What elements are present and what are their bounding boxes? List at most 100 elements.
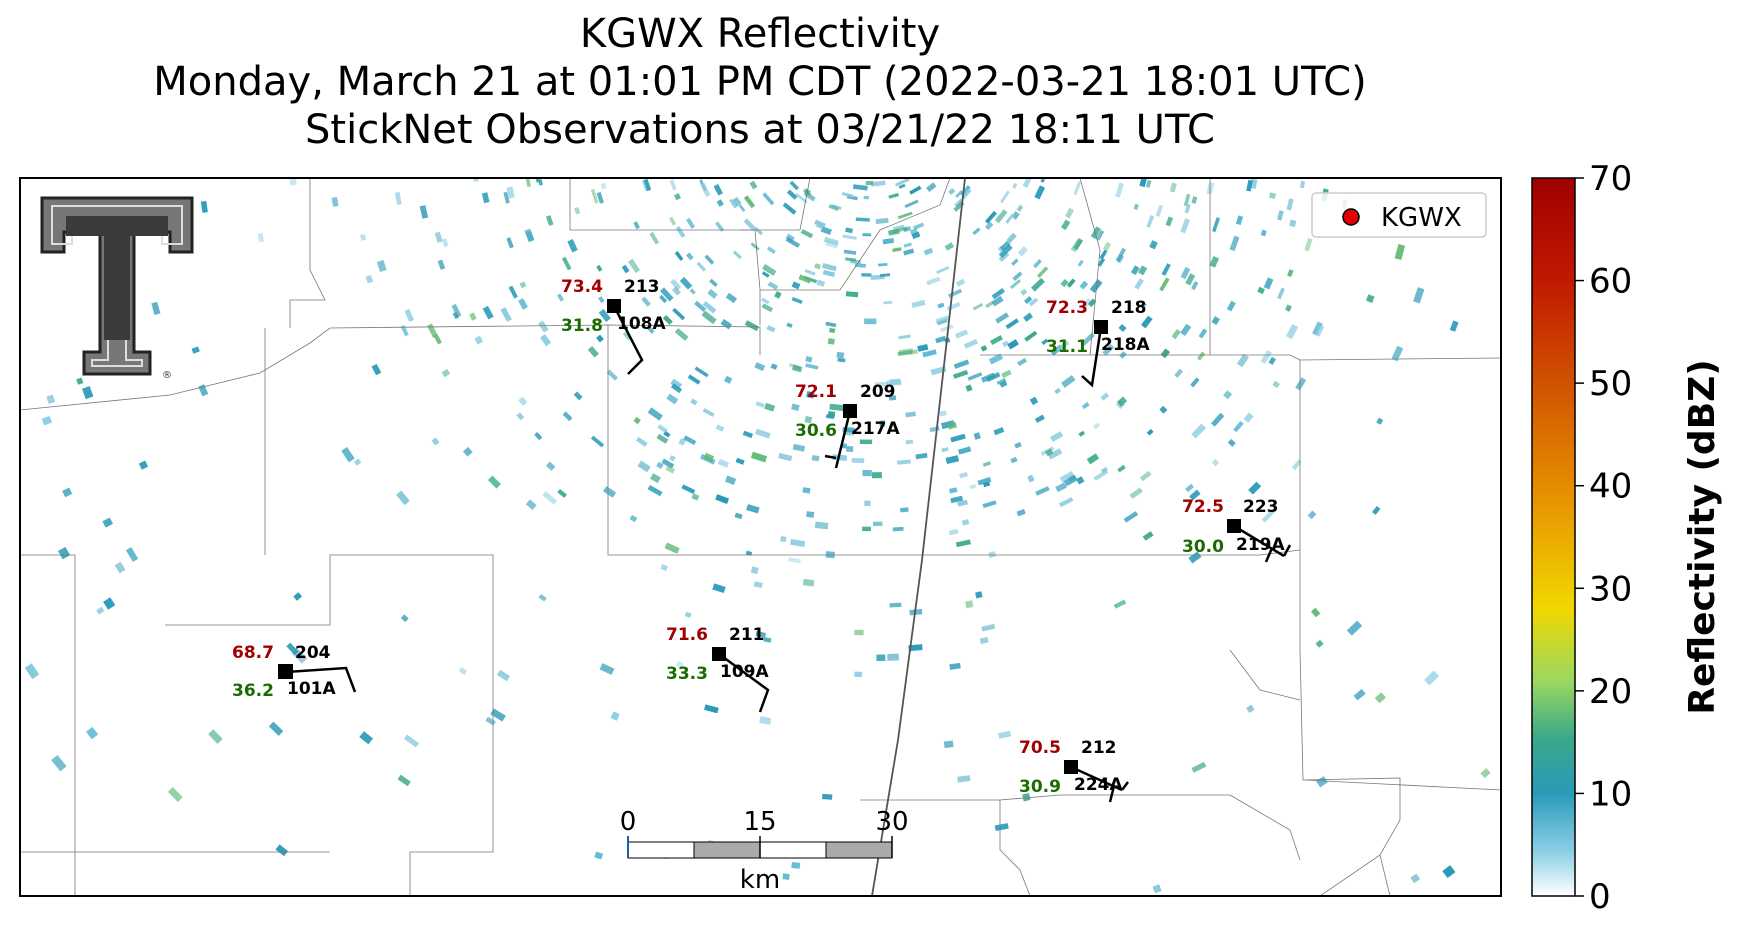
echo-gate	[701, 310, 717, 325]
echo-gate	[666, 393, 679, 405]
texas-tech-logo: ®	[40, 196, 194, 381]
echo-gate	[1041, 338, 1049, 346]
echo-gate	[376, 259, 387, 272]
echo-gate	[1272, 380, 1280, 389]
echo-gate	[1036, 266, 1049, 278]
echo-gate	[396, 490, 410, 506]
echo-gate	[1014, 442, 1022, 449]
echo-gate	[1353, 689, 1366, 701]
echo-gate	[646, 325, 655, 334]
echo-gate	[862, 469, 872, 477]
station-id: 213	[624, 277, 660, 297]
echo-gate	[937, 302, 945, 309]
station-211: 71.6 211 33.3 109A	[666, 625, 770, 713]
echo-gate	[1183, 193, 1191, 207]
echo-gate	[981, 623, 996, 632]
echo-gate	[965, 600, 974, 609]
echo-gate	[1246, 704, 1255, 714]
echo-gate	[1034, 185, 1046, 200]
echo-gate	[599, 663, 615, 675]
echo-gate	[766, 325, 776, 333]
echo-gate	[715, 221, 725, 232]
echo-gate	[1210, 412, 1225, 427]
echo-gate	[715, 494, 729, 504]
echo-gate	[926, 182, 937, 193]
echo-gate	[905, 411, 916, 418]
echo-gate	[1145, 179, 1152, 188]
echo-gate	[1024, 330, 1038, 342]
station-temp: 72.3	[1046, 298, 1088, 318]
echo-gate	[855, 217, 870, 222]
echo-gate	[998, 244, 1013, 258]
echo-gate	[977, 476, 992, 486]
echo-gate	[286, 642, 299, 656]
echo-gate	[948, 487, 958, 494]
echo-gate	[749, 180, 758, 190]
echo-gate	[703, 452, 715, 463]
echo-gate	[759, 716, 772, 725]
echo-gate	[1295, 377, 1307, 391]
echo-gate	[643, 178, 652, 192]
colorbar-label: Reflectivity (dBZ)	[1682, 359, 1723, 714]
echo-gate	[944, 242, 955, 251]
echo-gate	[762, 264, 777, 276]
echo-gate	[862, 526, 871, 532]
echo-gate	[694, 300, 707, 312]
echo-gate	[51, 754, 67, 772]
echo-gate	[939, 410, 947, 417]
echo-gate	[1012, 271, 1023, 282]
station-probe: 218A	[1101, 335, 1150, 355]
echo-gate	[791, 281, 801, 290]
echo-gate	[1000, 190, 1010, 204]
echo-gate	[991, 295, 1004, 307]
station-temp: 73.4	[561, 277, 603, 297]
echo-gate	[725, 475, 737, 485]
echo-gate	[738, 204, 746, 212]
echo-gate	[903, 242, 912, 248]
echo-gate	[836, 351, 845, 359]
echo-gate	[596, 264, 603, 272]
echo-gate	[820, 226, 832, 235]
echo-gate	[556, 293, 564, 302]
echo-gate	[1005, 318, 1019, 330]
echo-gate	[957, 499, 968, 507]
echo-gate	[1059, 471, 1075, 484]
echo-gate	[909, 228, 918, 236]
echo-gate	[1197, 351, 1206, 361]
echo-gate	[365, 275, 374, 284]
echo-gate	[713, 184, 723, 196]
echo-gate	[905, 439, 914, 445]
echo-gate	[1152, 884, 1162, 894]
echo-gate	[1029, 396, 1039, 406]
station-id: 204	[295, 643, 331, 663]
echo-gate	[786, 322, 793, 328]
echo-gate	[1017, 357, 1027, 367]
echo-gate	[268, 721, 284, 736]
echo-gate	[353, 458, 362, 466]
echo-gate	[792, 443, 806, 452]
echo-gate	[926, 182, 937, 193]
echo-gate	[829, 327, 836, 333]
echo-gate	[871, 472, 882, 479]
echo-gate	[293, 592, 302, 601]
echo-gate	[138, 460, 149, 470]
echo-gate	[1211, 458, 1220, 467]
echo-gate	[707, 288, 718, 299]
echo-gate	[1307, 510, 1317, 520]
echo-gate	[745, 550, 753, 556]
echo-gate	[437, 259, 446, 270]
echo-gate	[674, 251, 684, 261]
echo-gate	[729, 198, 738, 209]
echo-gate	[125, 547, 139, 562]
echo-gate	[999, 240, 1011, 252]
echo-gate	[496, 669, 511, 682]
echo-gate	[994, 209, 1008, 224]
echo-gate	[462, 446, 473, 457]
echo-gate	[1189, 489, 1201, 501]
echo-gate	[945, 455, 960, 465]
colorbar-tick-label: 20	[1589, 672, 1632, 712]
echo-gate	[791, 403, 800, 412]
echo-gate	[1067, 474, 1077, 483]
echo-gate	[1191, 196, 1198, 204]
echo-gate	[594, 851, 604, 860]
